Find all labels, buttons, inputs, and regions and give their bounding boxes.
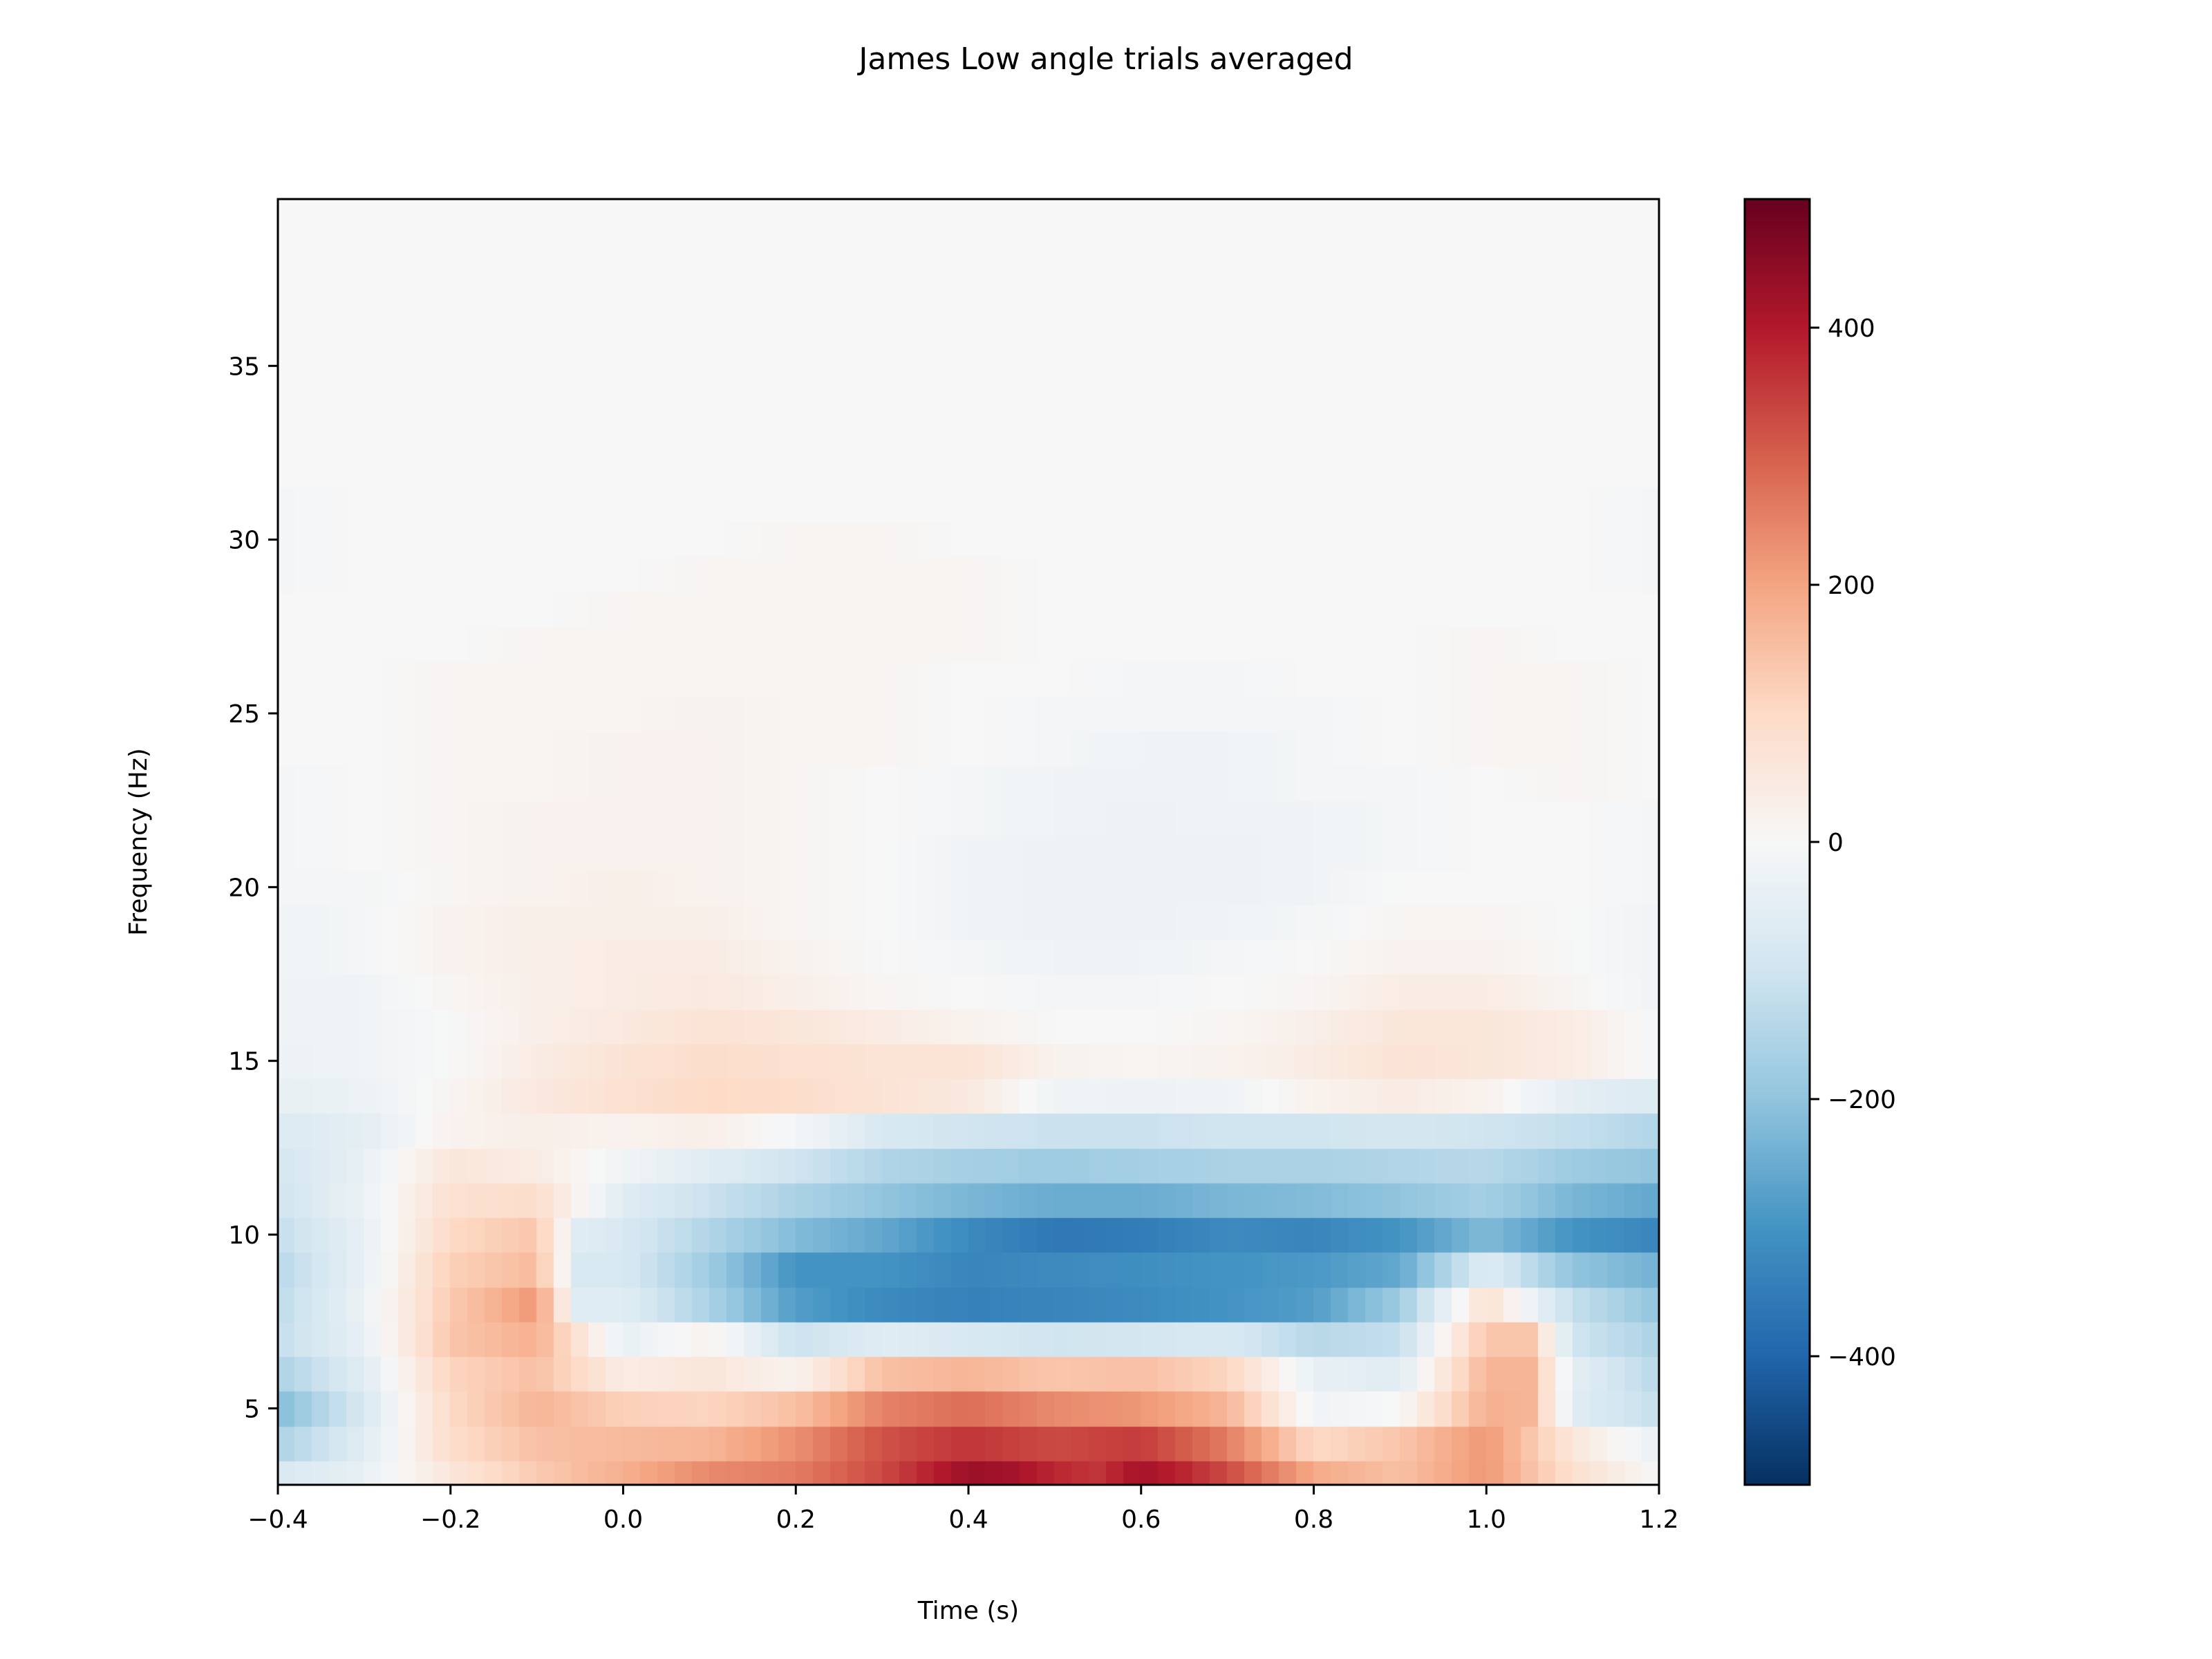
y-tick-label: 25 [228,700,260,729]
colorbar-gradient [1745,199,1810,1485]
colorbar-tick-label: 400 [1828,315,1875,343]
x-tick-label: 0.8 [1294,1506,1333,1534]
x-tick-label: 0.6 [1121,1506,1161,1534]
x-axis-label: Time (s) [917,1597,1019,1625]
y-tick-label: 20 [228,874,260,902]
x-tick-label: 0.4 [948,1506,988,1534]
x-tick-label: 0.2 [776,1506,816,1534]
colorbar-ticks: −400 −200 0 200 400 [1810,315,1896,1371]
x-tick-label: 1.2 [1639,1506,1678,1534]
colorbar-tick-label: 0 [1828,829,1844,857]
plot-frame [276,198,1660,1486]
y-tick-label: 5 [244,1395,260,1423]
y-axis-label: Frequency (Hz) [124,748,153,935]
colorbar-tick-label: −200 [1828,1086,1896,1114]
colorbar-frame [1743,198,1811,1486]
y-tick-label: 35 [228,353,260,381]
chart-title: James Low angle trials averaged [856,41,1353,77]
x-tick-label: −0.4 [247,1506,308,1534]
x-axis-ticks: −0.4 −0.2 0.0 0.2 0.4 0.6 0.8 1.0 1.2 [247,1485,1679,1534]
x-tick-label: 0.0 [603,1506,643,1534]
heatmap-image [278,199,1659,1485]
y-tick-label: 10 [228,1221,260,1250]
colorbar-tick-label: −400 [1828,1343,1896,1371]
y-tick-label: 30 [228,527,260,555]
y-tick-label: 15 [228,1048,260,1076]
x-tick-label: −0.2 [420,1506,480,1534]
colorbar-tick-label: 200 [1828,572,1875,600]
x-tick-label: 1.0 [1467,1506,1506,1534]
y-axis-ticks: 5 10 15 20 25 30 35 [228,353,278,1423]
